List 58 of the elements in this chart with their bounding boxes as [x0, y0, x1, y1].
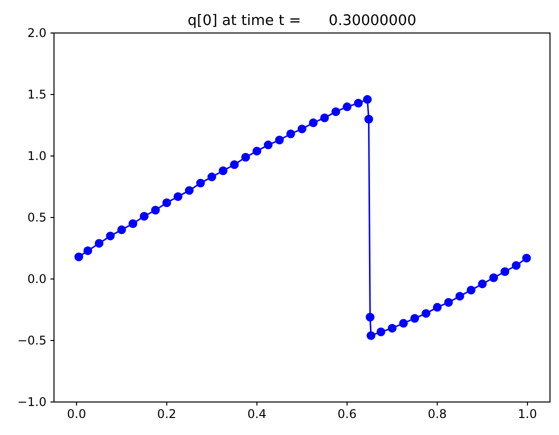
x-tick-label: 0.4: [247, 407, 266, 422]
point: [196, 178, 205, 188]
y-tick-label: 1.5: [27, 87, 46, 102]
x-tick-label: 0.0: [67, 407, 86, 422]
point: [308, 118, 318, 128]
point: [376, 328, 386, 336]
point: [128, 219, 138, 228]
point: [444, 298, 453, 307]
point: [388, 324, 397, 333]
point: [218, 166, 228, 176]
point: [466, 286, 476, 294]
y-tick-label: 0.0: [27, 272, 46, 286]
point: [478, 280, 487, 288]
y-tick-label: −1.0: [17, 394, 46, 409]
x-tick-label: 0.6: [338, 407, 357, 422]
point: [522, 254, 531, 262]
point: [94, 238, 104, 248]
point: [230, 160, 239, 169]
point: [432, 302, 442, 312]
point: [174, 192, 182, 201]
y-tick-label: 0.5: [27, 210, 46, 224]
point: [410, 314, 420, 323]
point: [162, 198, 172, 208]
point: [74, 252, 84, 262]
point: [275, 136, 284, 144]
point: [184, 186, 194, 195]
point: [320, 114, 329, 122]
point: [252, 146, 262, 156]
point: [342, 102, 352, 112]
point: [354, 98, 363, 108]
point: [455, 292, 464, 301]
point: [140, 212, 149, 221]
point: [399, 318, 408, 328]
point: [241, 152, 250, 162]
point: [106, 232, 115, 240]
point: [366, 331, 376, 340]
point: [500, 267, 510, 276]
chart-title: q[0] at time t = 0.30000000: [188, 13, 416, 29]
x-tick-label: 0.8: [428, 407, 447, 422]
point: [83, 246, 92, 256]
x-tick-label: 0.2: [157, 407, 176, 422]
point: [151, 206, 160, 214]
point: [512, 261, 521, 270]
y-tick-label: −0.5: [17, 333, 46, 348]
point: [264, 140, 273, 150]
point: [363, 95, 372, 104]
point: [331, 107, 340, 116]
point: [364, 114, 374, 124]
point: [298, 124, 306, 134]
point: [207, 172, 216, 182]
point: [117, 225, 126, 234]
point: [286, 130, 296, 138]
point: [366, 312, 374, 322]
point: [422, 309, 430, 318]
point: [489, 273, 498, 282]
x-tick-label: 1.0: [518, 407, 537, 422]
y-tick-label: 2.0: [27, 26, 46, 40]
y-tick-label: 1.0: [27, 148, 46, 163]
